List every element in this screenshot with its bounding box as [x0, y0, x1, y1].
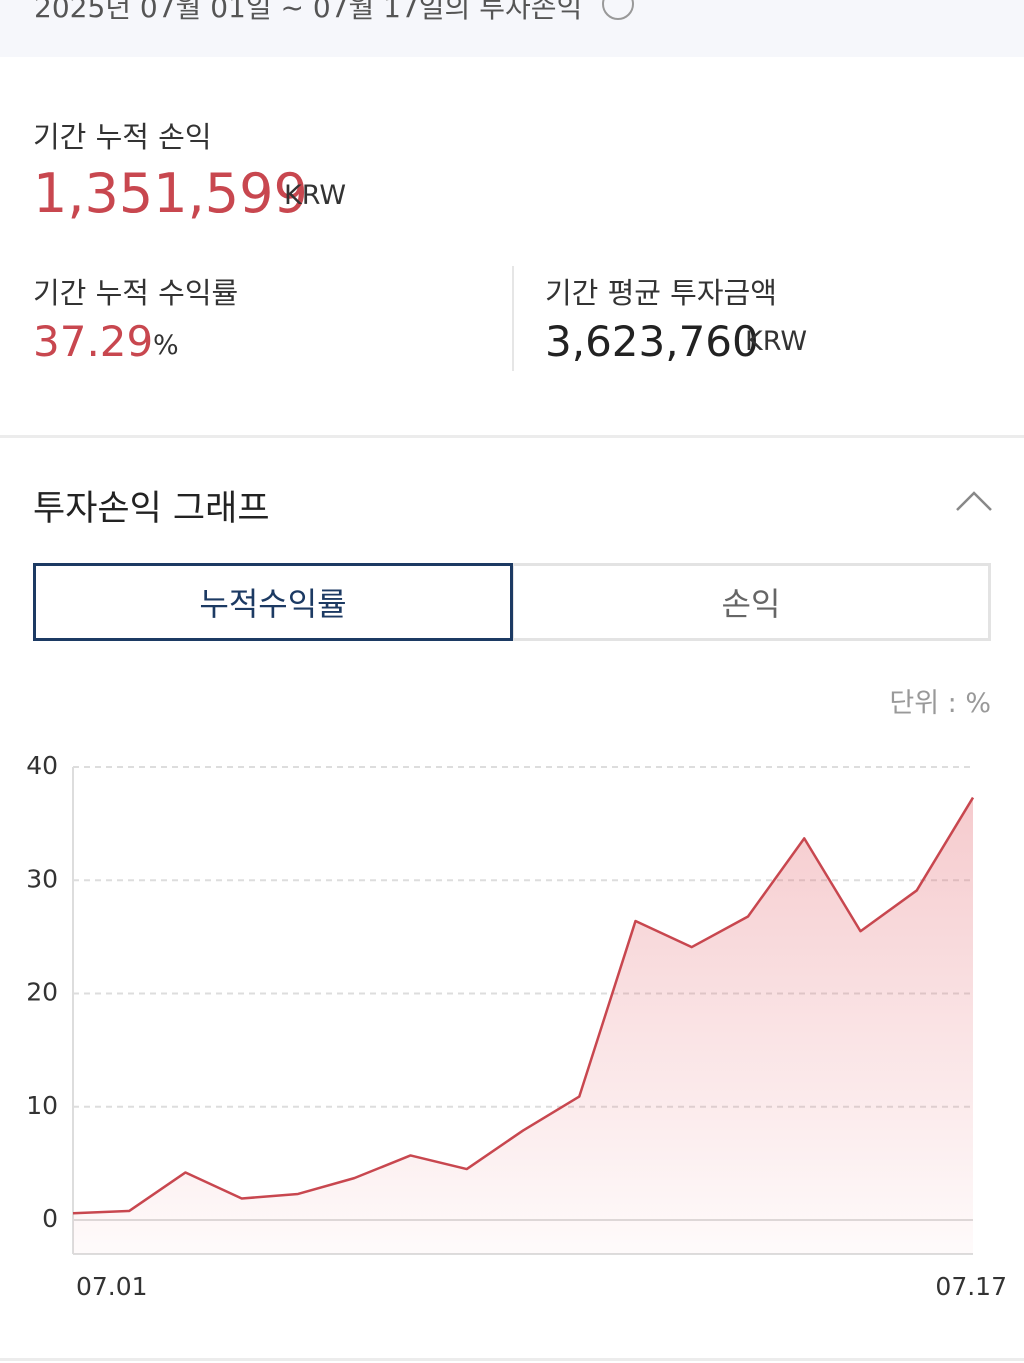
divider	[512, 266, 514, 371]
bottom-separator	[0, 1358, 1024, 1361]
return-label: 기간 누적 수익률	[33, 276, 239, 310]
pnl-value: 1,351,599	[33, 162, 308, 225]
header-band: 2025년 07월 01일 ~ 07월 17일의 투자손익	[0, 0, 1024, 57]
tab-pnl[interactable]: 손익	[511, 563, 991, 641]
graph-title: 투자손익 그래프	[33, 489, 270, 529]
header-title: 2025년 07월 01일 ~ 07월 17일의 투자손익	[34, 0, 583, 24]
avg-unit: KRW	[745, 326, 808, 357]
x-tick-label: 07.17	[935, 1272, 1007, 1301]
y-tick-label: 20	[26, 978, 58, 1007]
return-unit: %	[153, 330, 179, 361]
collapse-toggle[interactable]	[954, 486, 994, 514]
tab-return[interactable]: 누적수익률	[33, 563, 513, 641]
area	[73, 797, 973, 1254]
line	[72, 796, 975, 1215]
y-tick-label: 40	[26, 751, 58, 780]
avg-label: 기간 평균 투자금액	[545, 276, 777, 310]
return-value: 37.29	[33, 317, 154, 366]
pnl-label: 기간 누적 손익	[33, 120, 212, 154]
unit-note: 단위 : %	[889, 688, 991, 719]
avg-value: 3,623,760	[545, 317, 759, 366]
pnl-unit: KRW	[284, 180, 347, 211]
x-tick-label: 07.01	[76, 1272, 148, 1301]
y-tick-label: 10	[26, 1091, 58, 1120]
y-tick-label: 30	[26, 864, 58, 893]
help-icon[interactable]	[600, 0, 636, 22]
section-separator	[0, 435, 1024, 438]
y-tick-label: 0	[42, 1204, 58, 1233]
chart: 0 10 20 30 40 07.01 07.17	[26, 751, 1007, 1301]
